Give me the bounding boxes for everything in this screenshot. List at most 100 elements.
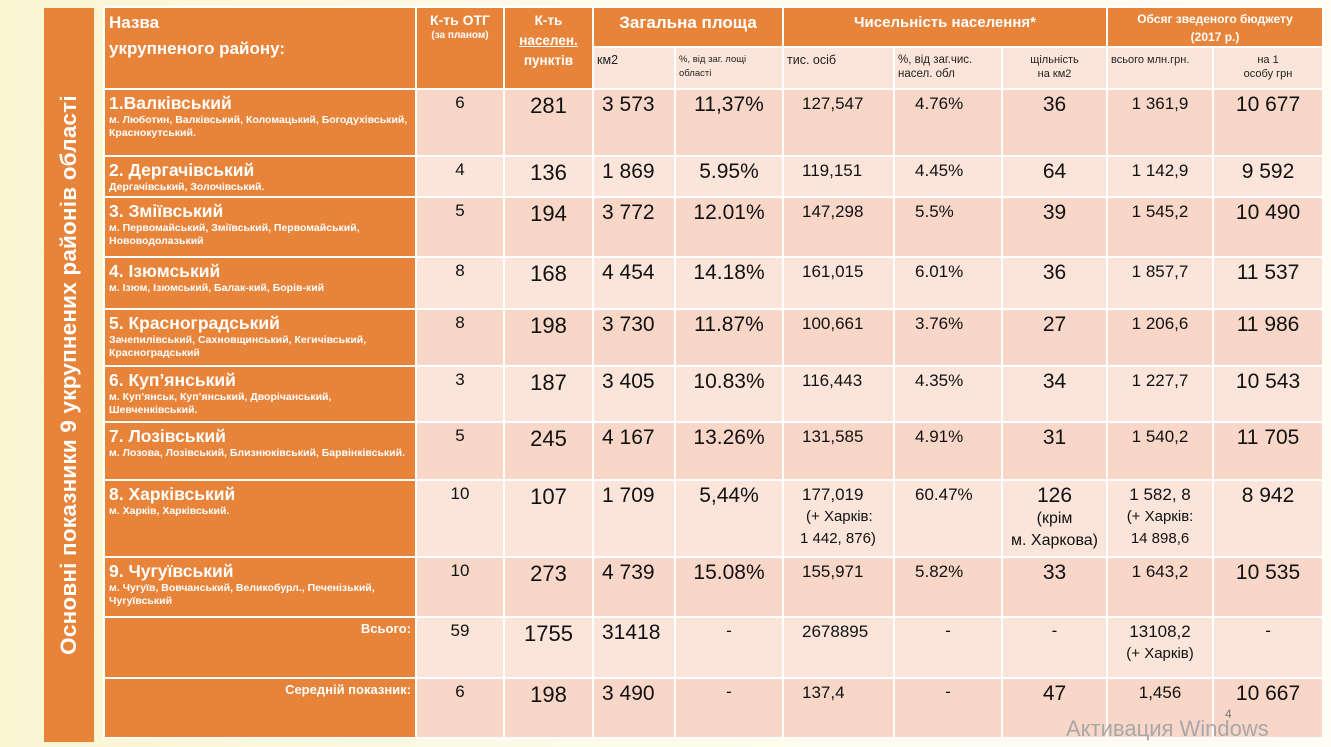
header-budget: Обсяг зведеного бюджету (2017 р.) (1106, 6, 1325, 48)
table-row: 1.Валківський м. Люботин, Валківський, К… (103, 88, 1325, 157)
district-name-cell: 1.Валківський м. Люботин, Валківський, К… (103, 88, 417, 157)
header-total-area: Загальна площа (591, 6, 785, 48)
budget-total: 1 857,7 (1106, 256, 1215, 310)
budget-per-person: 9 592 (1212, 155, 1325, 198)
density-value: 31 (1001, 421, 1109, 481)
population-value: 155,971 (782, 556, 896, 618)
settlements-count: 198 (503, 677, 594, 739)
area-value: 3 573 (592, 88, 676, 157)
area-percent: 15.08% (673, 556, 785, 618)
area-percent: 12.01% (673, 196, 785, 258)
population-percent: 5.82% (893, 556, 1004, 618)
population-note: (+ Харків: (806, 508, 873, 525)
settlements-count: 136 (503, 155, 594, 198)
side-title-band: Основні показники 9 укрупнених районів о… (44, 8, 94, 742)
settlements-count: 1755 (503, 616, 594, 679)
area-value: 4 167 (592, 421, 676, 481)
population-percent: 4.45% (893, 155, 1004, 198)
header-budget-total: всього млн.грн. (1106, 46, 1215, 90)
settlements-count: 245 (503, 421, 594, 481)
population-value: 131,585 (782, 421, 896, 481)
header-otg-count: К-ть ОТГ (за планом) (415, 6, 505, 90)
population-percent: - (893, 677, 1004, 739)
table-row: 2. Дергачівський Дергачівський, Золочівс… (103, 155, 1325, 198)
population-value: 119,151 (782, 155, 896, 198)
table-row: 8. Харківський м. Харків, Харківський. 1… (103, 479, 1325, 558)
population-percent: 4.35% (893, 365, 1004, 423)
header-population: Чисельність населення* (782, 6, 1109, 48)
area-value: 31418 (592, 616, 676, 679)
header-population-percent: %, від заг.чис. насел. обл (893, 46, 1004, 90)
otg-count: 8 (415, 256, 505, 310)
density-value: 36 (1001, 256, 1109, 310)
header-population-thousand: тис. осіб (782, 46, 896, 90)
budget-total: 1 361,9 (1106, 88, 1215, 157)
budget-per-person: 10 535 (1212, 556, 1325, 618)
budget-note: (+ Харків: (1126, 508, 1194, 525)
population-percent: 6.01% (893, 256, 1004, 310)
population-value: 147,298 (782, 196, 896, 258)
budget-per-person: 10 490 (1212, 196, 1325, 258)
table-row: 5. Красноградський Зачепилівський, Сахно… (103, 308, 1325, 367)
budget-total: 1 643,2 (1106, 556, 1215, 618)
population-note: 1 442, 876) (800, 530, 876, 547)
population-percent: 4.76% (893, 88, 1004, 157)
population-percent: 5.5% (893, 196, 1004, 258)
area-percent: - (673, 677, 785, 739)
settlements-count: 198 (503, 308, 594, 367)
budget-per-person: 11 986 (1212, 308, 1325, 367)
settlements-count: 273 (503, 556, 594, 618)
population-percent: - (893, 616, 1004, 679)
table-row: 4. Ізюмський м. Ізюм, Ізюмський, Балак-к… (103, 256, 1325, 310)
side-title: Основні показники 9 укрупнених районів о… (56, 95, 81, 655)
average-label: Середній показник: (103, 677, 417, 739)
area-value: 3 405 (592, 365, 676, 423)
population-value: 161,015 (782, 256, 896, 310)
area-percent: 11.87% (673, 308, 785, 367)
district-name-cell: 5. Красноградський Зачепилівський, Сахно… (103, 308, 417, 367)
density-value: 126 (1036, 484, 1073, 507)
settlements-count: 187 (503, 365, 594, 423)
district-name-cell: 4. Ізюмський м. Ізюм, Ізюмський, Балак-к… (103, 256, 417, 310)
settlements-count: 168 (503, 256, 594, 310)
area-value: 3 772 (592, 196, 676, 258)
density-value: 36 (1001, 88, 1109, 157)
otg-count: 6 (415, 88, 505, 157)
budget-per-person: 8 942 (1212, 479, 1325, 558)
population-percent: 4.91% (893, 421, 1004, 481)
area-value: 3 490 (592, 677, 676, 739)
header-budget-per-person: на 1 особу грн (1212, 46, 1325, 90)
otg-count: 59 (415, 616, 505, 679)
otg-count: 5 (415, 196, 505, 258)
density-note: (крім (1036, 510, 1073, 527)
area-percent: 14.18% (673, 256, 785, 310)
area-value: 1 709 (592, 479, 676, 558)
population-value: 100,661 (782, 308, 896, 367)
otg-count: 3 (415, 365, 505, 423)
area-percent: 10.83% (673, 365, 785, 423)
table-row: 6. Куп’янський м. Куп’янськ, Куп’янський… (103, 365, 1325, 423)
budget-total: 1 545,2 (1106, 196, 1215, 258)
otg-count: 10 (415, 479, 505, 558)
header-density: щільність на км2 (1001, 46, 1109, 90)
density-value: 33 (1001, 556, 1109, 618)
page-number: 4 (1225, 707, 1232, 721)
otg-count: 5 (415, 421, 505, 481)
header-area-percent: %, від заг. лощі області (673, 46, 785, 90)
density-value-cell: 126 (крім м. Харкова) (1001, 479, 1109, 558)
population-percent: 3.76% (893, 308, 1004, 367)
district-name-cell: 2. Дергачівський Дергачівський, Золочівс… (103, 155, 417, 198)
district-indicators-table: Назва укрупненого району: К-ть ОТГ (за п… (103, 6, 1325, 739)
settlements-count: 107 (503, 479, 594, 558)
budget-note: 14 898,6 (1130, 530, 1190, 547)
district-name-cell: 9. Чугуївський м. Чугуїв, Вовчанський, В… (103, 556, 417, 618)
header-area-km2: км2 (592, 46, 676, 90)
budget-total: 1 142,9 (1106, 155, 1215, 198)
density-value: - (1001, 616, 1109, 679)
population-value-cell: 177,019 (+ Харків: 1 442, 876) (782, 479, 896, 558)
population-value: 2678895 (782, 616, 896, 679)
budget-total: 1 582, 8 (1129, 485, 1191, 504)
table-row: 3. Зміївський м. Первомайський, Зміївськ… (103, 196, 1325, 258)
area-percent: 5.95% (673, 155, 785, 198)
budget-per-person: 10 677 (1212, 88, 1325, 157)
